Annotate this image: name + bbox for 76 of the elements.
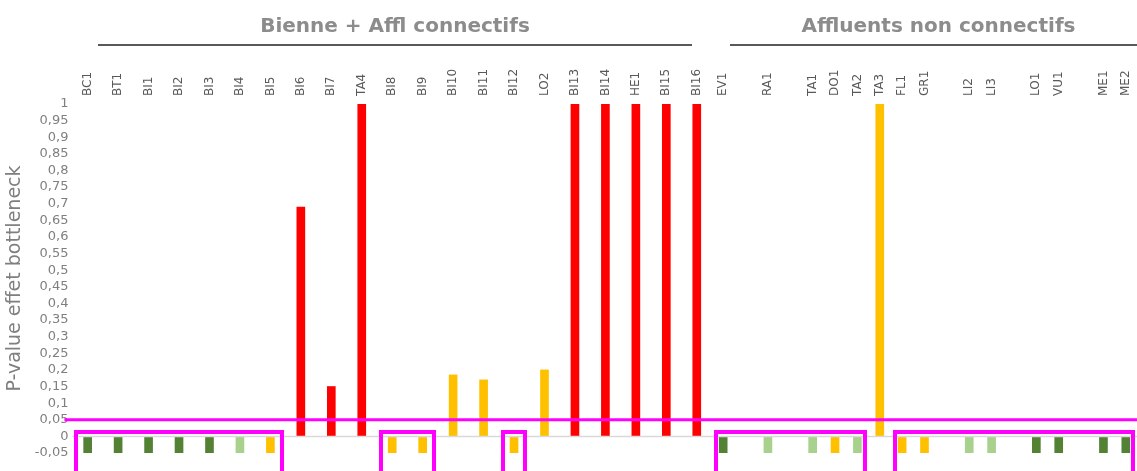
x-tick-label: BI7 [323, 76, 338, 96]
y-axis-title: P-value effet bottleneck [2, 165, 25, 392]
bar [357, 104, 367, 437]
x-tick-label: BI6 [292, 76, 307, 96]
bar [540, 369, 549, 437]
x-tick-label: TA2 [849, 73, 864, 97]
x-tick-label: BI3 [201, 76, 216, 96]
y-tick-label: 0,1 [47, 394, 69, 410]
y-tick-label: 0,8 [47, 161, 69, 177]
bar [601, 104, 610, 437]
bar [205, 436, 214, 453]
x-tick-label: BI1 [140, 76, 155, 96]
chart-title: Bienne + Affl connectifs [98, 10, 692, 46]
x-tick-label: BI4 [232, 76, 247, 96]
x-tick-label: BI10 [445, 68, 460, 96]
bar [144, 436, 153, 453]
y-tick-label: 0,9 [47, 128, 69, 144]
y-tick-label: 0,7 [47, 195, 69, 211]
x-tick-label: BI16 [688, 68, 703, 96]
x-tick-label: LO1 [1028, 72, 1043, 96]
x-tick-label: BI9 [414, 76, 429, 96]
y-tick-label: 0,55 [39, 244, 69, 260]
y-tick-label: 0,75 [39, 178, 69, 194]
y-tick-label: 1 [60, 95, 69, 111]
x-tick-label: BC1 [79, 71, 94, 96]
y-tick-label: 0 [60, 427, 69, 443]
x-tick-label: BI15 [658, 68, 673, 96]
bar [387, 436, 397, 453]
y-tick-label: 0,65 [39, 211, 69, 227]
bar [692, 104, 702, 437]
x-tick-label: ME2 [1117, 70, 1132, 96]
y-tick-label: 0,4 [47, 294, 69, 310]
bar [479, 379, 488, 437]
x-tick-label: BI5 [262, 76, 277, 96]
x-tick-label: EV1 [715, 72, 730, 96]
bar [296, 206, 306, 437]
y-tick-label: 0,2 [47, 361, 69, 377]
x-tick-label: FL1 [894, 74, 909, 96]
y-tick-label: 0,05 [39, 411, 69, 427]
bar [570, 104, 580, 437]
y-tick-label: 0,5 [47, 261, 69, 277]
bar [83, 436, 92, 453]
bar [326, 386, 336, 437]
x-tick-label: LO2 [536, 72, 551, 96]
y-tick-label: -0,05 [34, 444, 69, 460]
x-tick-label: TA1 [804, 73, 819, 97]
x-tick-label: TA4 [353, 73, 368, 97]
x-tick-label: LI2 [961, 78, 976, 96]
y-tick-label: 0,95 [39, 111, 69, 127]
chart-title: Affluents non connectifs [730, 10, 1137, 46]
x-tick-label: HE1 [627, 71, 642, 96]
x-tick-label: BI14 [597, 68, 612, 96]
x-tick-label: LI3 [983, 78, 998, 96]
x-tick-label: BT1 [110, 72, 125, 96]
x-tick-label: GR1 [916, 70, 931, 96]
y-tick-label: 0,35 [39, 311, 69, 327]
y-tick-label: 0,85 [39, 145, 69, 161]
bar [418, 436, 427, 453]
x-tick-label: BI8 [384, 76, 399, 96]
bar [631, 104, 641, 437]
y-tick-label: 0,15 [39, 377, 69, 393]
x-tick-label: DO1 [827, 69, 842, 96]
x-tick-label: BI11 [475, 68, 490, 96]
bar [661, 104, 671, 437]
x-tick-label: BI12 [506, 68, 521, 96]
y-tick-label: 0,6 [47, 228, 69, 244]
bar [266, 436, 275, 453]
y-tick-label: 0,3 [47, 328, 69, 344]
y-tick-label: 0,45 [39, 278, 69, 294]
x-tick-label: VU1 [1050, 71, 1065, 96]
x-tick-label: BI2 [171, 76, 186, 96]
x-tick-label: RA1 [760, 72, 775, 96]
x-tick-label: ME1 [1095, 70, 1110, 96]
y-tick-label: 0,25 [39, 344, 69, 360]
x-tick-label: BI13 [567, 68, 582, 96]
x-tick-label: TA3 [871, 73, 886, 97]
